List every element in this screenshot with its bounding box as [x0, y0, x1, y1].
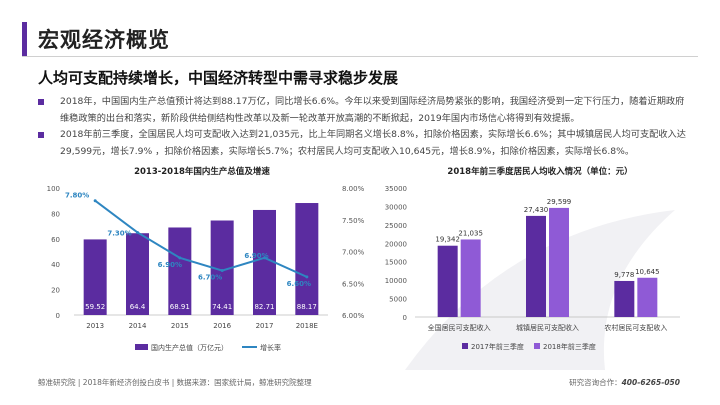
page-title: 宏观经济概览 [38, 28, 170, 52]
legend-gdp-label: 国内生产总值（万亿元） [151, 343, 228, 352]
y-tick-label: 30000 [385, 203, 407, 211]
growth-rate-point [305, 275, 309, 279]
y2-tick-label: 6.50% [342, 280, 365, 288]
y-tick-label: 0 [56, 312, 60, 320]
income-bar [460, 239, 481, 317]
income-bar-value: 29,599 [547, 198, 572, 206]
growth-rate-label: 6.90% [244, 252, 268, 260]
gdp-bar-value: 64.4 [130, 303, 146, 311]
x-tick-label: 2018E [296, 322, 318, 330]
bullet-square-icon [38, 99, 44, 105]
title-divider [22, 56, 698, 57]
bullet-item: 2018年前三季度，全国居民人均可支配收入达到21,035元，比上年同期名义增长… [38, 127, 688, 160]
y2-tick-label: 8.00% [342, 185, 365, 193]
chart-title: 2013-2018年国内生产总值及增速 [134, 166, 270, 177]
gdp-bar-value: 68.91 [170, 303, 190, 311]
legend-2018-label: 2018年前三季度 [543, 342, 596, 351]
growth-rate-label: 7.80% [65, 192, 89, 200]
y-tick-label: 100 [47, 185, 60, 193]
legend-2018-swatch [534, 343, 540, 349]
x-tick-label: 2013 [86, 322, 104, 330]
gdp-bar-value: 74.41 [212, 303, 232, 311]
bullet-text: 2018年，中国国内生产总值预计将达到88.17万亿，同比增长6.6%。今年以来… [60, 96, 685, 124]
x-tick-label: 2015 [171, 322, 189, 330]
gdp-bar [210, 220, 234, 315]
footer-contact-label: 研究咨询合作： [569, 378, 622, 387]
growth-rate-point [178, 256, 182, 260]
gdp-bar [253, 209, 276, 315]
y-tick-label: 20 [51, 287, 60, 295]
growth-rate-point [93, 199, 97, 203]
income-bar [637, 277, 658, 317]
bullet-list: 2018年，中国国内生产总值预计将达到88.17万亿，同比增长6.6%。今年以来… [38, 94, 688, 160]
growth-rate-label: 6.70% [198, 274, 222, 282]
y-tick-label: 20000 [385, 240, 407, 248]
footer-source: 鲸准研究院 | 2018年新经济创投白皮书 | 数据来源：国家统计局，鲸准研究院… [38, 378, 312, 387]
growth-rate-point [136, 230, 139, 234]
income-bar-value: 19,342 [435, 236, 460, 244]
growth-rate-label: 7.30% [107, 229, 131, 237]
gdp-bar [168, 227, 192, 315]
y-tick-label: 10000 [385, 277, 407, 285]
gdp-bar [126, 233, 149, 315]
x-tick-label: 农村居民可支配收入 [604, 323, 667, 332]
y2-tick-label: 6.00% [342, 312, 365, 320]
gdp-bar [83, 239, 107, 315]
y-tick-label: 80 [51, 210, 60, 218]
income-bar [614, 280, 635, 317]
title-accent-bar [22, 22, 27, 56]
gdp-bar-value: 59.52 [85, 303, 105, 311]
bullet-square-icon [38, 132, 44, 138]
y-tick-label: 35000 [385, 185, 407, 193]
income-bar [549, 207, 569, 317]
y-tick-label: 0 [403, 314, 407, 322]
gdp-bar-value: 88.17 [297, 303, 317, 311]
y-tick-label: 40 [51, 261, 60, 269]
income-bar-value: 10,645 [635, 268, 660, 276]
y-tick-label: 15000 [385, 259, 407, 267]
gdp-bar [295, 203, 319, 315]
y-tick-label: 25000 [385, 222, 407, 230]
y2-tick-label: 7.50% [342, 217, 365, 225]
growth-rate-label: 6.60% [287, 280, 311, 288]
legend-2017-swatch [462, 343, 468, 349]
footer-contact: 研究咨询合作：400-6265-050 [569, 377, 680, 388]
y2-tick-label: 7.00% [342, 249, 365, 257]
gdp-bar-value: 82.71 [254, 303, 274, 311]
x-tick-label: 全国居民可支配收入 [428, 323, 491, 332]
income-bar-value: 27,430 [524, 206, 549, 214]
growth-rate-point [220, 269, 224, 273]
income-bar [526, 215, 546, 317]
section-subtitle: 人均可支配持续增长，中国经济转型中需寻求稳步发展 [38, 69, 399, 87]
legend-2017-label: 2017年前三季度 [471, 342, 524, 351]
y-tick-label: 5000 [389, 296, 407, 304]
income-bar-value: 21,035 [458, 229, 483, 237]
growth-rate-line [94, 199, 308, 278]
x-tick-label: 2017 [256, 322, 274, 330]
legend-growth-label: 增长率 [260, 343, 281, 352]
x-tick-label: 城镇居民可支配收入 [516, 323, 579, 332]
bullet-text: 2018年前三季度，全国居民人均可支配收入达到21,035元，比上年同期名义增长… [60, 129, 686, 157]
income-bar [437, 245, 458, 317]
y-tick-label: 60 [51, 236, 60, 244]
growth-rate-point [263, 256, 266, 260]
gdp-chart: 2013-2018年国内生产总值及增速 0 20 40 60 80 100 6.00% 6.… [47, 166, 365, 352]
footer-contact-phone[interactable]: 400-6265-050 [621, 378, 680, 387]
chart-title: 2018年前三季度居民人均收入情况（单位：元） [447, 166, 632, 177]
x-tick-label: 2014 [129, 322, 147, 330]
legend-gdp-swatch [135, 344, 148, 350]
income-chart: 2018年前三季度居民人均收入情况（单位：元） 0 5000 10000 15000 2… [385, 166, 680, 351]
income-bar-value: 9,778 [614, 271, 634, 279]
bullet-item: 2018年，中国国内生产总值预计将达到88.17万亿，同比增长6.6%。今年以来… [38, 94, 688, 127]
x-tick-label: 2016 [213, 322, 231, 330]
growth-rate-label: 6.90% [158, 261, 182, 269]
